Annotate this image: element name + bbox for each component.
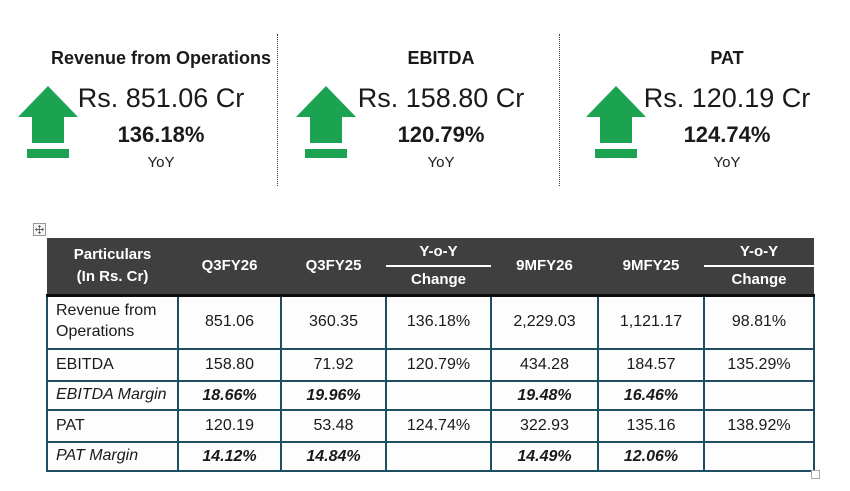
move-cross-icon — [35, 225, 44, 234]
header-yoy-change-9m: Y-o-Y Change — [704, 238, 814, 297]
cell: 14.84% — [280, 441, 387, 472]
header-particulars: Particulars (In Rs. Cr) — [47, 238, 178, 297]
row-label: PAT — [46, 409, 179, 443]
kpi-value: Rs. 851.06 Cr — [77, 83, 245, 113]
cell: 53.48 — [280, 409, 387, 443]
header-yoy-line2: Change — [731, 270, 787, 288]
cell: 16.46% — [597, 380, 705, 411]
header-divider-line — [704, 264, 814, 267]
kpi-period: YoY — [147, 154, 175, 172]
header-particulars-line1: Particulars — [73, 246, 152, 263]
header-yoy-line1: Y-o-Y — [739, 243, 779, 260]
cell: 71.92 — [280, 348, 387, 382]
header-q3fy25: Q3FY25 — [281, 238, 386, 297]
row-label: PAT Margin — [46, 441, 179, 472]
cell: 98.81% — [703, 294, 815, 350]
cell — [703, 441, 815, 472]
kpi-block-revenue: Revenue from Operations Rs. 851.06 Cr 13… — [0, 0, 278, 210]
cell: 184.57 — [597, 348, 705, 382]
cell: 360.35 — [280, 294, 387, 350]
cell: 135.16 — [597, 409, 705, 443]
header-9mfy25: 9MFY25 — [598, 238, 704, 297]
header-particulars-line2: (In Rs. Cr) — [76, 267, 149, 285]
cell: 120.79% — [385, 348, 492, 382]
kpi-change: 124.74% — [683, 122, 771, 148]
kpi-title-pat: PAT — [710, 48, 744, 68]
kpi-title-revenue: Revenue from Operations — [50, 48, 272, 68]
table-move-handle-icon[interactable] — [33, 223, 46, 236]
cell: 120.19 — [177, 409, 282, 443]
cell: 434.28 — [490, 348, 599, 382]
cell: 158.80 — [177, 348, 282, 382]
up-arrow-icon — [296, 86, 356, 158]
cell — [385, 441, 492, 472]
cell: 851.06 — [177, 294, 282, 350]
kpi-text-revenue: Rs. 851.06 Cr 136.18% YoY — [0, 83, 278, 171]
up-arrow-icon — [18, 86, 78, 158]
row-label: Revenue from Operations — [46, 294, 179, 350]
up-arrow-icon — [586, 86, 646, 158]
header-9mfy26: 9MFY26 — [491, 238, 598, 297]
table-row-pat: PAT 120.19 53.48 124.74% 322.93 135.16 1… — [46, 409, 815, 443]
header-q3fy26: Q3FY26 — [178, 238, 281, 297]
table-row-revenue: Revenue from Operations 851.06 360.35 13… — [46, 294, 815, 350]
table-header: Particulars (In Rs. Cr) Q3FY26 Q3FY25 Y-… — [47, 238, 814, 297]
table-row-pat-margin: PAT Margin 14.12% 14.84% 14.49% 12.06% — [46, 441, 815, 472]
financials-table: Particulars (In Rs. Cr) Q3FY26 Q3FY25 Y-… — [46, 238, 815, 472]
cell: 19.96% — [280, 380, 387, 411]
kpi-title-ebitda: EBITDA — [407, 48, 475, 68]
header-yoy-change-q: Y-o-Y Change — [386, 238, 491, 297]
kpi-period: YoY — [713, 154, 741, 172]
table-row-ebitda: EBITDA 158.80 71.92 120.79% 434.28 184.5… — [46, 348, 815, 382]
kpi-period: YoY — [427, 154, 455, 172]
kpi-change: 136.18% — [117, 122, 205, 148]
kpi-summary-row: Revenue from Operations Rs. 851.06 Cr 13… — [0, 0, 850, 210]
kpi-block-pat: PAT Rs. 120.19 Cr 124.74% YoY — [560, 0, 850, 210]
header-yoy-line1: Y-o-Y — [419, 243, 458, 260]
row-label: EBITDA Margin — [46, 380, 179, 411]
cell: 138.92% — [703, 409, 815, 443]
kpi-value: Rs. 158.80 Cr — [357, 83, 525, 113]
header-divider-line — [386, 264, 491, 267]
cell: 322.93 — [490, 409, 599, 443]
cell — [385, 380, 492, 411]
cell — [703, 380, 815, 411]
cell: 18.66% — [177, 380, 282, 411]
kpi-text-pat: Rs. 120.19 Cr 124.74% YoY — [560, 83, 850, 171]
cell: 1,121.17 — [597, 294, 705, 350]
table-resize-handle[interactable] — [811, 470, 820, 479]
cell: 124.74% — [385, 409, 492, 443]
cell: 2,229.03 — [490, 294, 599, 350]
cell: 14.49% — [490, 441, 599, 472]
cell: 14.12% — [177, 441, 282, 472]
cell: 19.48% — [490, 380, 599, 411]
table-body: Revenue from Operations 851.06 360.35 13… — [46, 294, 815, 472]
table-row-ebitda-margin: EBITDA Margin 18.66% 19.96% 19.48% 16.46… — [46, 380, 815, 411]
kpi-value: Rs. 120.19 Cr — [643, 83, 811, 113]
header-yoy-line2: Change — [410, 270, 466, 288]
cell: 12.06% — [597, 441, 705, 472]
kpi-text-ebitda: Rs. 158.80 Cr 120.79% YoY — [278, 83, 560, 171]
row-label: EBITDA — [46, 348, 179, 382]
cell: 135.29% — [703, 348, 815, 382]
cell: 136.18% — [385, 294, 492, 350]
kpi-block-ebitda: EBITDA Rs. 158.80 Cr 120.79% YoY — [278, 0, 560, 210]
financials-table-section: Particulars (In Rs. Cr) Q3FY26 Q3FY25 Y-… — [33, 223, 820, 479]
kpi-change: 120.79% — [397, 122, 485, 148]
